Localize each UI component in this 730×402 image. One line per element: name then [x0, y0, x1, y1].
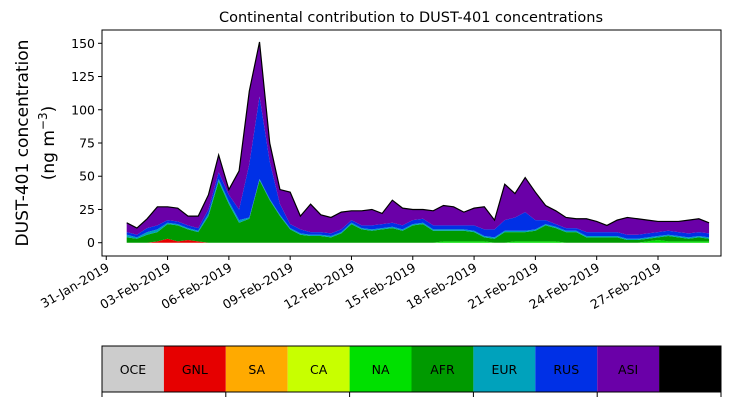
legend-swatch-gnl — [163, 346, 226, 392]
area-rus — [126, 96, 710, 239]
y-axis-label: DUST-401 concentration (ng m−3) — [13, 40, 59, 247]
y-tick-label: 0 — [87, 235, 95, 250]
legend-swatch-afr — [411, 346, 474, 392]
legend-label-eur: EUR — [491, 362, 517, 377]
legend-swatch-asi — [597, 346, 660, 392]
y-tick-label: 25 — [79, 202, 95, 217]
y-tick-label: 100 — [71, 102, 95, 117]
legend-label-sa: SA — [248, 362, 265, 377]
legend-frame — [101, 345, 722, 393]
legend-label-oce: OCE — [120, 362, 147, 377]
total-outline — [126, 41, 710, 229]
legend-swatch-ca — [287, 346, 350, 392]
chart-title: Continental contribution to DUST-401 con… — [219, 10, 603, 26]
legend: OCE GNL SA CA NA AFR EUR RUS ASI AUS — [101, 345, 722, 397]
y-tick-label: 50 — [79, 169, 95, 184]
area-gnl — [126, 238, 710, 243]
y-tick-label: 125 — [71, 69, 95, 84]
legend-label-aus: AUS — [677, 362, 703, 377]
y-tick-label: 75 — [79, 136, 95, 151]
y-axis-label-line2: (ng m−3) — [36, 106, 59, 181]
legend-label-afr: AFR — [430, 362, 455, 377]
area-na — [126, 238, 710, 243]
legend-label-rus: RUS — [553, 362, 579, 377]
legend-label-gnl: GNL — [182, 362, 208, 377]
legend-swatch-sa — [225, 346, 288, 392]
legend-swatch-oce — [102, 346, 164, 392]
y-axis: 0 25 50 75 100 125 150 — [71, 36, 102, 250]
legend-swatch-aus — [659, 346, 721, 392]
y-axis-label-line1: DUST-401 concentration — [13, 40, 33, 247]
area-asi — [126, 41, 710, 235]
legend-label-asi: ASI — [618, 362, 638, 377]
legend-swatch-eur — [473, 346, 536, 392]
stacked-areas — [126, 41, 710, 243]
legend-swatch-na — [349, 346, 412, 392]
x-axis: 31-Jan-201903-Feb-201906-Feb-201909-Feb-… — [38, 256, 664, 312]
legend-label-ca: CA — [310, 362, 328, 377]
area-afr — [126, 180, 710, 243]
legend-label-na: NA — [372, 362, 390, 377]
legend-swatch-rus — [535, 346, 598, 392]
y-tick-label: 150 — [71, 36, 95, 51]
